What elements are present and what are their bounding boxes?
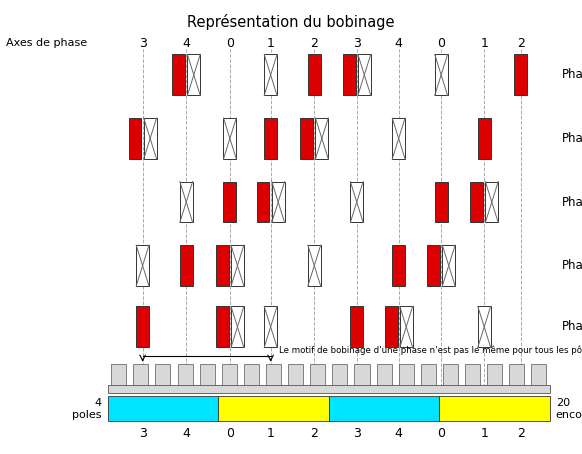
Bar — [216, 306, 229, 347]
Bar — [310, 364, 325, 385]
Bar — [129, 118, 141, 159]
Text: Axes de phase: Axes de phase — [6, 38, 87, 48]
Text: 1: 1 — [267, 37, 275, 49]
Bar — [264, 118, 277, 159]
Bar — [308, 245, 321, 286]
Bar — [136, 306, 149, 347]
Bar — [180, 245, 193, 286]
Bar — [244, 364, 259, 385]
Bar — [223, 118, 236, 159]
Text: 0: 0 — [226, 37, 234, 49]
Bar — [487, 364, 502, 385]
Text: 2: 2 — [517, 37, 525, 49]
Bar — [443, 364, 458, 385]
Bar — [223, 182, 236, 222]
Bar — [435, 54, 448, 95]
Text: Phase2: Phase2 — [562, 196, 582, 208]
Text: 3: 3 — [353, 37, 361, 49]
Bar — [392, 245, 405, 286]
Bar — [308, 54, 321, 95]
Text: Phase1: Phase1 — [562, 259, 582, 272]
Bar — [108, 396, 218, 421]
Text: 4: 4 — [395, 427, 403, 440]
Text: 4: 4 — [182, 37, 190, 49]
Bar — [264, 54, 277, 95]
Bar — [133, 364, 148, 385]
Bar — [172, 54, 185, 95]
Text: Le motif de bobinage d'une phase n'est pas le même pour tous les pô: Le motif de bobinage d'une phase n'est p… — [279, 345, 582, 355]
Bar — [470, 182, 483, 222]
Bar — [231, 306, 244, 347]
Bar — [200, 364, 215, 385]
Text: Phase0: Phase0 — [562, 321, 582, 333]
Text: 3: 3 — [139, 427, 147, 440]
Bar — [111, 364, 126, 385]
Bar — [385, 306, 398, 347]
Text: Représentation du bobinage: Représentation du bobinage — [187, 14, 395, 30]
Bar — [187, 54, 200, 95]
Text: 1: 1 — [267, 427, 275, 440]
Text: 3: 3 — [139, 37, 147, 49]
Bar — [216, 245, 229, 286]
Text: Phase3: Phase3 — [562, 132, 582, 145]
Text: 4
poles: 4 poles — [72, 398, 102, 419]
Bar — [350, 182, 363, 222]
Bar — [531, 364, 546, 385]
Text: 2: 2 — [310, 37, 318, 49]
Bar — [400, 306, 413, 347]
Text: Phase4: Phase4 — [562, 69, 582, 81]
Bar — [136, 245, 149, 286]
Bar — [350, 306, 363, 347]
Bar — [178, 364, 193, 385]
Text: 0: 0 — [226, 427, 234, 440]
Text: 0: 0 — [437, 37, 445, 49]
Bar — [435, 182, 448, 222]
Bar — [439, 396, 550, 421]
Bar — [485, 182, 498, 222]
Bar — [108, 385, 550, 393]
Text: 3: 3 — [353, 427, 361, 440]
Bar — [272, 182, 285, 222]
Text: 4: 4 — [395, 37, 403, 49]
Bar — [399, 364, 414, 385]
Bar — [222, 364, 237, 385]
Bar — [288, 364, 303, 385]
Text: 0: 0 — [437, 427, 445, 440]
Bar — [427, 245, 440, 286]
Bar — [478, 118, 491, 159]
Bar — [300, 118, 313, 159]
Bar — [315, 118, 328, 159]
Bar — [329, 396, 439, 421]
Bar — [343, 54, 356, 95]
Bar — [332, 364, 347, 385]
Bar — [421, 364, 436, 385]
Bar — [509, 364, 524, 385]
Bar — [257, 182, 269, 222]
Bar — [465, 364, 480, 385]
Bar — [180, 182, 193, 222]
Bar — [155, 364, 171, 385]
Bar — [358, 54, 371, 95]
Bar — [514, 54, 527, 95]
Bar — [231, 245, 244, 286]
Bar — [266, 364, 281, 385]
Bar — [478, 306, 491, 347]
Bar — [442, 245, 455, 286]
Bar — [377, 364, 392, 385]
Bar — [264, 306, 277, 347]
Bar — [392, 118, 405, 159]
Text: 2: 2 — [310, 427, 318, 440]
Text: 2: 2 — [517, 427, 525, 440]
Text: 20
encoches: 20 encoches — [556, 398, 582, 419]
Text: 4: 4 — [182, 427, 190, 440]
Text: 1: 1 — [480, 427, 488, 440]
Bar — [144, 118, 157, 159]
Text: 1: 1 — [480, 37, 488, 49]
Bar — [354, 364, 370, 385]
Bar — [218, 396, 329, 421]
